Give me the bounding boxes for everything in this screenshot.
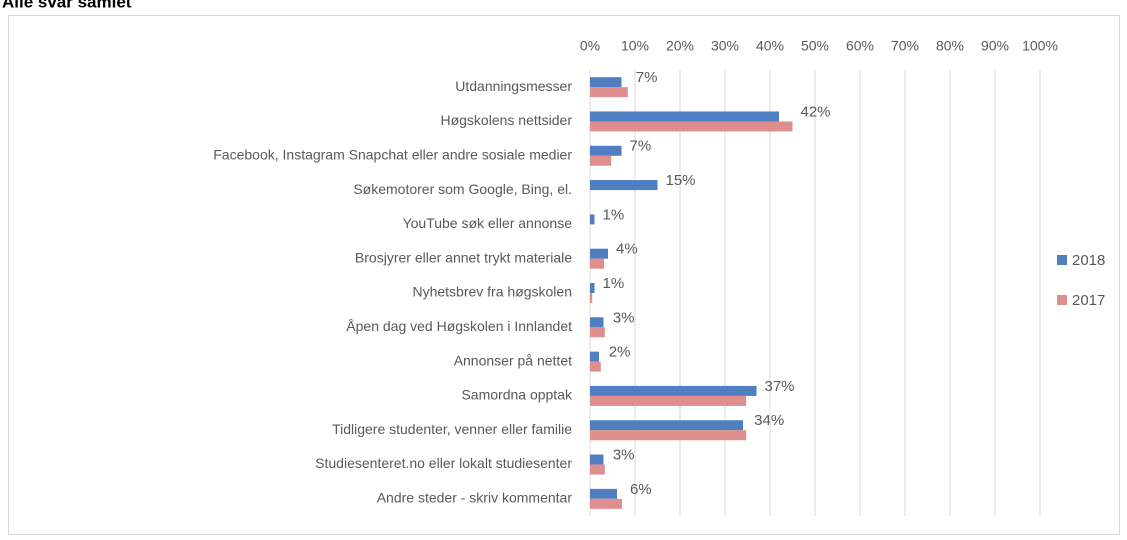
y-tick-label: Facebook, Instagram Snapchat eller andre… xyxy=(213,146,572,162)
x-tick-label: 30% xyxy=(711,38,739,54)
chart-title: Alle svar samlet xyxy=(2,0,132,11)
y-tick-label: Søkemotorer som Google, Bing, el. xyxy=(353,181,572,197)
bar xyxy=(590,430,747,441)
bar xyxy=(590,351,599,362)
data-label: 37% xyxy=(765,378,795,395)
bar xyxy=(590,385,757,396)
bar xyxy=(590,155,612,166)
bar xyxy=(590,420,743,431)
bar xyxy=(590,361,601,372)
x-tick-label: 60% xyxy=(846,38,874,54)
legend-swatch xyxy=(1057,255,1067,265)
x-tick-label: 0% xyxy=(580,38,600,54)
y-tick-label: Tidligere studenter, venner eller famili… xyxy=(332,421,572,437)
y-tick-label: Åpen dag ved Høgskolen i Innlandet xyxy=(346,318,572,334)
bar xyxy=(590,121,793,132)
x-tick-label: 90% xyxy=(981,38,1009,54)
x-tick-label: 50% xyxy=(801,38,829,54)
legend-swatch xyxy=(1057,295,1067,305)
bar xyxy=(590,258,604,269)
x-tick-label: 70% xyxy=(891,38,919,54)
data-label: 7% xyxy=(636,69,658,86)
bar xyxy=(590,293,593,303)
data-label: 1% xyxy=(603,206,625,223)
bar xyxy=(590,248,608,259)
bar xyxy=(590,111,779,122)
y-tick-label: Utdanningsmesser xyxy=(455,78,572,94)
data-label: 1% xyxy=(603,275,625,292)
y-tick-label: YouTube søk eller annonse xyxy=(403,215,573,231)
x-tick-label: 100% xyxy=(1022,38,1058,54)
legend-label: 2017 xyxy=(1072,292,1105,309)
x-tick-label: 80% xyxy=(936,38,964,54)
bar xyxy=(590,488,617,499)
y-tick-label: Brosjyrer eller annet trykt materiale xyxy=(355,249,572,265)
data-label: 42% xyxy=(801,103,831,120)
y-tick-label: Samordna opptak xyxy=(461,387,573,403)
data-label: 34% xyxy=(754,412,784,429)
data-label: 2% xyxy=(609,344,631,361)
bar xyxy=(590,180,658,191)
bar xyxy=(590,454,604,465)
x-tick-label: 20% xyxy=(666,38,694,54)
x-tick-label: 10% xyxy=(621,38,649,54)
y-tick-label: Studiesenteret.no eller lokalt studiesen… xyxy=(315,455,572,471)
y-tick-label: Andre steder - skriv kommentar xyxy=(377,490,573,506)
chart-border xyxy=(8,15,1120,535)
data-label: 6% xyxy=(630,481,652,498)
bar xyxy=(590,145,622,156)
data-label: 7% xyxy=(630,138,652,155)
y-tick-label: Annonser på nettet xyxy=(454,352,572,368)
y-tick-label: Nyhetsbrev fra høgskolen xyxy=(412,284,572,300)
x-tick-label: 40% xyxy=(756,38,784,54)
bar xyxy=(590,87,628,98)
bar xyxy=(590,395,747,406)
data-label: 3% xyxy=(613,309,635,326)
y-tick-label: Høgskolens nettsider xyxy=(440,112,572,128)
bar xyxy=(590,498,622,509)
data-label: 4% xyxy=(616,241,638,258)
bar xyxy=(590,464,605,475)
bar xyxy=(590,327,605,338)
data-label: 15% xyxy=(666,172,696,189)
bar xyxy=(590,317,604,328)
data-label: 3% xyxy=(613,447,635,464)
bar xyxy=(590,214,595,225)
legend-label: 2018 xyxy=(1072,252,1105,269)
bar xyxy=(590,77,622,88)
bar xyxy=(590,283,595,293)
